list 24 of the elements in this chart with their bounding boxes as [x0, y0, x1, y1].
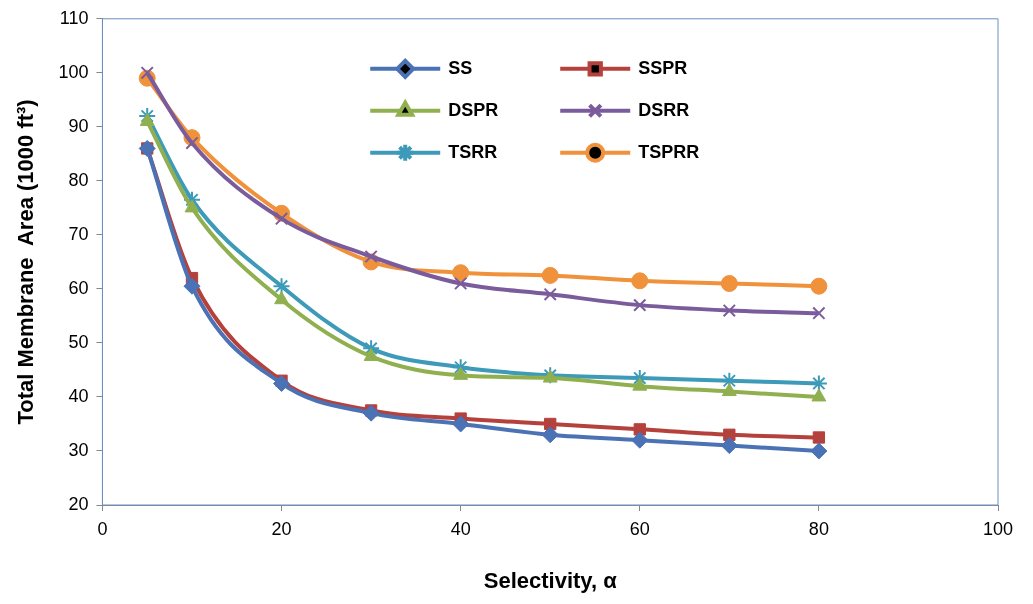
y-tick-label: 110 — [59, 7, 89, 28]
legend-label: TSRR — [448, 141, 498, 162]
y-tick-label: 100 — [58, 61, 89, 82]
legend-label: TSPRR — [638, 141, 700, 162]
y-tick-label: 70 — [68, 223, 89, 244]
x-tick-label: 40 — [450, 518, 471, 539]
y-tick-label: 40 — [68, 385, 89, 406]
y-tick-label: 50 — [68, 331, 89, 352]
x-tick-label: 20 — [271, 518, 292, 539]
y-tick-label: 20 — [68, 493, 89, 514]
x-tick-label: 0 — [97, 518, 108, 539]
x-tick-label: 100 — [982, 518, 1014, 539]
y-tick-label: 30 — [68, 439, 89, 460]
y-tick-label: 90 — [68, 115, 89, 136]
legend-label: SSPR — [638, 57, 688, 78]
legend-label: DSRR — [638, 99, 690, 120]
x-axis-title: Selectivity, α — [483, 567, 618, 593]
x-tick-label: 60 — [629, 518, 650, 539]
y-tick-label: 80 — [68, 169, 89, 190]
x-tick-label: 80 — [808, 518, 829, 539]
legend-label: DSPR — [448, 99, 499, 120]
legend-label: SS — [448, 57, 473, 78]
y-axis-title: Total Membrane Area (1000 ft³) — [13, 99, 39, 425]
y-tick-label: 60 — [68, 277, 89, 298]
